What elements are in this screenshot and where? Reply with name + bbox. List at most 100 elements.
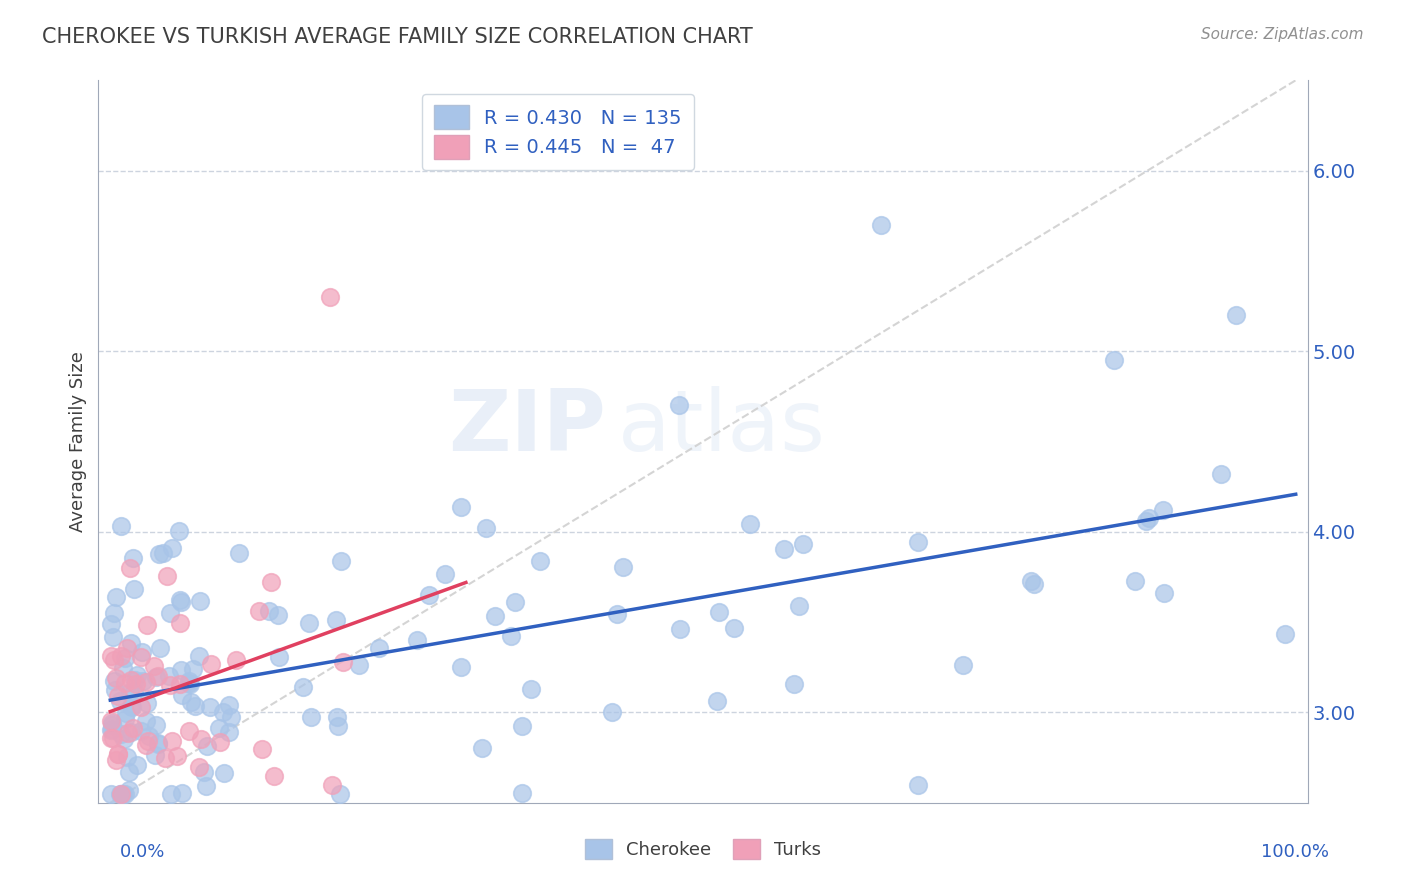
Point — [112, 731, 135, 746]
Point — [122, 551, 145, 566]
Point — [136, 617, 159, 632]
Point — [169, 676, 191, 690]
Point — [117, 749, 139, 764]
Point — [218, 725, 240, 739]
Point — [1024, 577, 1046, 591]
Point — [122, 684, 145, 698]
Point — [450, 660, 472, 674]
Point — [135, 739, 157, 753]
Point — [136, 697, 159, 711]
Point — [600, 705, 623, 719]
Point — [114, 675, 136, 690]
Point — [292, 681, 315, 695]
Point — [183, 662, 205, 676]
Point — [152, 545, 174, 559]
Point — [104, 671, 127, 685]
Point — [120, 636, 142, 650]
Point — [114, 787, 136, 801]
Point — [198, 700, 221, 714]
Point — [266, 607, 288, 622]
Point — [135, 714, 157, 728]
Point — [475, 520, 498, 534]
Point — [209, 735, 232, 749]
Point — [1135, 514, 1157, 528]
Point — [188, 594, 211, 608]
Text: 100.0%: 100.0% — [1261, 843, 1329, 861]
Point — [188, 759, 211, 773]
Point — [129, 650, 152, 665]
Point — [100, 716, 122, 731]
Point — [157, 669, 180, 683]
Point — [177, 675, 200, 690]
Point — [772, 542, 794, 557]
Point — [110, 726, 132, 740]
Point — [723, 621, 745, 635]
Point — [107, 747, 129, 761]
Point — [183, 699, 205, 714]
Point — [104, 754, 127, 768]
Point — [125, 758, 148, 772]
Point — [1137, 511, 1160, 525]
Point — [132, 673, 155, 688]
Point — [169, 615, 191, 630]
Point — [120, 673, 142, 687]
Point — [131, 645, 153, 659]
Point — [103, 653, 125, 667]
Point — [170, 688, 193, 702]
Point — [162, 734, 184, 748]
Point — [120, 685, 142, 699]
Point — [503, 595, 526, 609]
Point — [117, 725, 139, 739]
Point — [177, 724, 200, 739]
Point — [783, 677, 806, 691]
Text: Source: ZipAtlas.com: Source: ZipAtlas.com — [1201, 27, 1364, 42]
Point — [194, 779, 217, 793]
Point — [330, 554, 353, 568]
Point — [668, 398, 690, 412]
Point — [332, 655, 354, 669]
Point — [250, 741, 273, 756]
Point — [135, 674, 157, 689]
Point — [325, 614, 347, 628]
Point — [115, 640, 138, 655]
Point — [160, 787, 183, 801]
Point — [326, 719, 349, 733]
Point — [149, 640, 172, 655]
Point — [101, 731, 124, 745]
Point — [118, 765, 141, 780]
Point — [247, 604, 270, 618]
Point — [321, 778, 343, 792]
Point — [195, 739, 218, 753]
Point — [869, 218, 891, 232]
Point — [368, 641, 391, 656]
Point — [228, 546, 250, 560]
Point — [153, 750, 176, 764]
Point — [218, 698, 240, 712]
Point — [1125, 574, 1147, 589]
Point — [510, 718, 533, 732]
Point — [100, 723, 122, 738]
Point — [263, 769, 285, 783]
Point — [103, 606, 125, 620]
Text: atlas: atlas — [619, 385, 827, 468]
Point — [1274, 627, 1296, 641]
Point — [325, 709, 347, 723]
Point — [257, 604, 280, 618]
Point — [159, 678, 181, 692]
Point — [146, 669, 169, 683]
Point — [170, 663, 193, 677]
Point — [110, 519, 132, 533]
Point — [952, 658, 974, 673]
Point — [148, 547, 170, 561]
Point — [1225, 308, 1247, 322]
Point — [706, 694, 728, 708]
Point — [104, 591, 127, 605]
Point — [212, 705, 235, 719]
Point — [347, 658, 370, 673]
Point — [170, 786, 193, 800]
Point — [709, 605, 731, 619]
Point — [118, 560, 141, 574]
Point — [208, 721, 231, 735]
Point — [907, 535, 929, 549]
Point — [1102, 353, 1125, 368]
